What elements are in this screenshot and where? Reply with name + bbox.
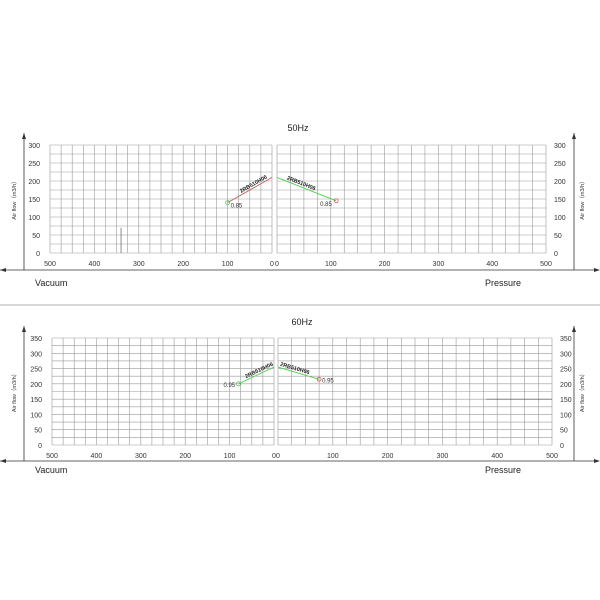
series-end-label: 0.85 <box>320 202 332 208</box>
y-tick-label-right: 0 <box>560 443 564 450</box>
y-tick-label-left: 300 <box>28 143 40 150</box>
x-tick-label-vacuum: 400 <box>91 453 103 460</box>
y-axis-label-right: Air flow（m3/h） <box>579 371 586 412</box>
y-tick-label-right: 250 <box>560 367 572 374</box>
y-tick-label-left: 200 <box>28 179 40 186</box>
x-tick-label-pressure: 0 <box>276 453 280 460</box>
chart-title: 50Hz <box>287 123 309 133</box>
x-tick-label-vacuum: 100 <box>224 453 236 460</box>
x-tick-label-vacuum: 200 <box>179 453 191 460</box>
x-axis-arrow-right <box>594 268 600 272</box>
x-tick-label-pressure: 100 <box>325 261 337 268</box>
series-end-marker <box>316 376 322 382</box>
series-end-label: 0.95 <box>322 378 334 384</box>
pressure-label: Pressure <box>485 278 521 288</box>
y-tick-label-left: 0 <box>36 251 40 258</box>
series-end-marker <box>333 198 339 204</box>
x-tick-label-pressure: 300 <box>433 261 445 268</box>
series-end-label: 0.85 <box>231 204 243 210</box>
y-tick-label-left: 50 <box>34 428 42 435</box>
y-tick-label-right: 150 <box>560 397 572 404</box>
y-tick-label-right: 150 <box>554 197 566 204</box>
x-tick-label-vacuum: 200 <box>177 261 189 268</box>
vacuum-label: Vacuum <box>35 465 67 475</box>
x-tick-label-pressure: 300 <box>437 453 449 460</box>
x-tick-label-vacuum: 0 <box>272 453 276 460</box>
x-tick-label-pressure: 500 <box>546 453 558 460</box>
y-tick-label-right: 250 <box>554 161 566 168</box>
x-tick-label-vacuum: 400 <box>89 261 101 268</box>
x-tick-label-vacuum: 500 <box>46 453 58 460</box>
chart-title: 60Hz <box>291 317 313 327</box>
y-tick-label-left: 200 <box>30 382 42 389</box>
series-end-marker <box>236 381 241 387</box>
y-tick-label-right: 350 <box>560 336 572 343</box>
y-tick-label-left: 100 <box>28 215 40 222</box>
x-tick-label-pressure: 500 <box>540 261 552 268</box>
y-tick-label-left: 150 <box>30 397 42 404</box>
x-tick-label-pressure: 200 <box>382 453 394 460</box>
y-tick-label-right: 50 <box>560 428 568 435</box>
series-line-vacuum <box>227 177 273 203</box>
series-line-vacuum <box>238 366 275 385</box>
y-axis-arrow-right <box>572 133 576 139</box>
x-tick-label-vacuum: 300 <box>133 261 145 268</box>
y-tick-label-left: 150 <box>28 197 40 204</box>
y-axis-label-left: Air flow（m3/h） <box>11 371 18 412</box>
series-name-label: 2RB510H06 <box>244 362 274 380</box>
series-end-marker <box>225 200 230 205</box>
y-tick-label-left: 250 <box>28 161 40 168</box>
y-tick-label-left: 100 <box>30 412 42 419</box>
y-tick-label-left: 350 <box>30 336 42 343</box>
x-tick-label-pressure: 400 <box>486 261 498 268</box>
y-axis-arrow-left <box>22 326 26 332</box>
series-name-label: 2RB510H06 <box>239 175 268 195</box>
y-tick-label-left: 300 <box>30 351 42 358</box>
x-axis-arrow-right <box>594 459 600 463</box>
y-tick-label-left: 250 <box>30 367 42 374</box>
x-tick-label-vacuum: 300 <box>135 453 147 460</box>
y-axis-arrow-left <box>22 133 26 139</box>
y-tick-label-right: 0 <box>554 251 558 258</box>
y-tick-label-left: 50 <box>32 233 40 240</box>
y-axis-label-left: Air flow（m3/h） <box>11 178 18 219</box>
y-tick-label-right: 200 <box>554 179 566 186</box>
y-axis-arrow-right <box>572 326 576 332</box>
x-tick-label-vacuum: 500 <box>44 261 56 268</box>
x-tick-label-pressure: 100 <box>327 453 339 460</box>
series-line-pressure <box>276 176 337 202</box>
series-line-pressure <box>277 366 320 380</box>
x-tick-label-pressure: 400 <box>491 453 503 460</box>
pressure-label: Pressure <box>485 465 521 475</box>
series-end-label: 0.95 <box>223 383 235 389</box>
x-tick-label-vacuum: 100 <box>222 261 234 268</box>
y-tick-label-left: 0 <box>38 443 42 450</box>
y-axis-label-right: Air flow（m3/h） <box>579 178 586 219</box>
y-tick-label-right: 100 <box>554 215 566 222</box>
x-tick-label-pressure: 0 <box>275 261 279 268</box>
x-axis-arrow-left <box>0 459 6 463</box>
x-axis-arrow-left <box>0 268 6 272</box>
x-tick-label-pressure: 200 <box>379 261 391 268</box>
y-tick-label-right: 200 <box>560 382 572 389</box>
x-tick-label-vacuum: 0 <box>270 261 274 268</box>
y-tick-label-right: 100 <box>560 412 572 419</box>
vacuum-label: Vacuum <box>35 278 67 288</box>
y-tick-label-right: 300 <box>554 143 566 150</box>
y-tick-label-right: 50 <box>554 233 562 240</box>
y-tick-label-right: 300 <box>560 351 572 358</box>
